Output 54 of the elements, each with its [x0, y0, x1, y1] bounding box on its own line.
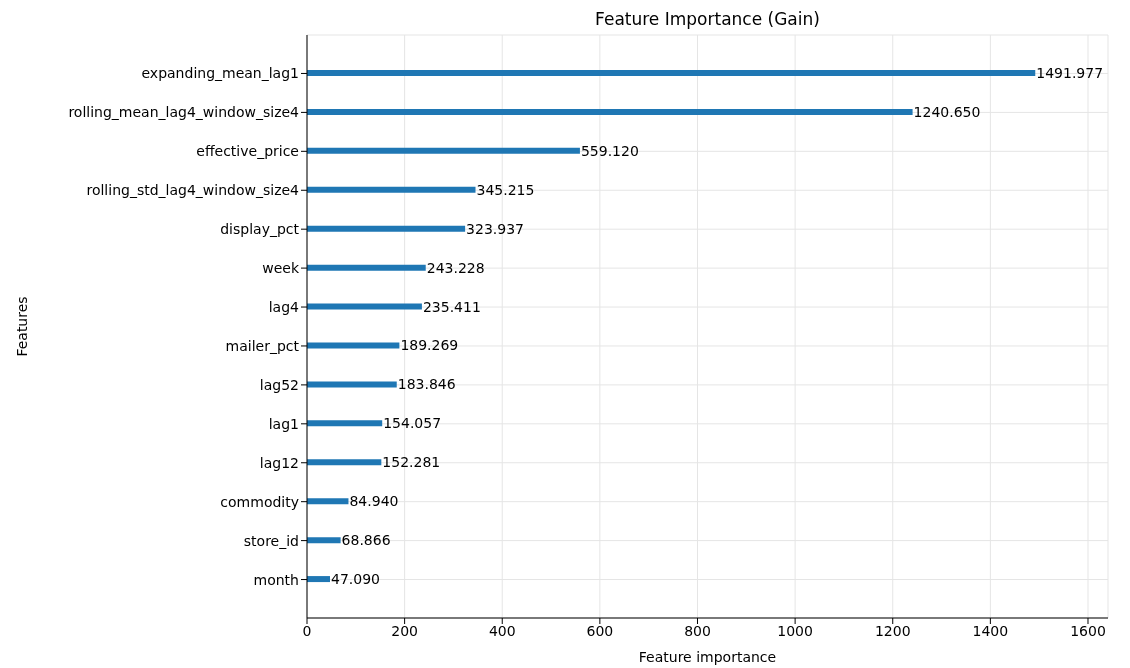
y-tick-label: mailer_pct [225, 337, 300, 354]
y-tick-label: rolling_mean_lag4_window_size4 [68, 104, 300, 121]
x-tick-label: 600 [586, 622, 614, 639]
y-tick-label: lag1 [268, 415, 299, 432]
y-tick-label: lag4 [268, 299, 300, 316]
x-tick-label: 1600 [1070, 622, 1106, 639]
bar [307, 576, 330, 583]
data-label: 84.940 [349, 493, 399, 510]
data-label: 152.281 [382, 454, 441, 471]
data-label: 68.866 [341, 532, 391, 549]
x-tick-label: 400 [488, 622, 516, 639]
x-tick-label: 200 [391, 622, 418, 639]
bar [307, 186, 476, 193]
data-label: 154.057 [383, 415, 442, 432]
y-tick-label: store_id [243, 532, 299, 549]
x-tick-label: 0 [302, 622, 312, 639]
data-label: 345.215 [476, 181, 535, 198]
bar [307, 459, 382, 466]
y-tick-label: expanding_mean_lag1 [141, 65, 299, 82]
data-label: 183.846 [397, 376, 456, 393]
y-tick-label: commodity [220, 493, 299, 510]
chart-title: Feature Importance (Gain) [594, 8, 821, 31]
y-tick-label: lag52 [259, 376, 299, 393]
bar [307, 108, 913, 115]
y-tick-label: display_pct [220, 221, 300, 238]
x-tick-label: 1200 [874, 622, 911, 639]
bar [307, 498, 349, 505]
y-tick-label: effective_price [196, 143, 299, 160]
y-axis-title: Features [13, 296, 30, 357]
x-tick-label: 800 [684, 622, 711, 639]
x-axis-title: Feature importance [638, 649, 777, 665]
y-tick-label: week [262, 260, 300, 277]
bar [307, 225, 466, 232]
bar [307, 537, 341, 544]
data-label: 1240.650 [913, 103, 981, 120]
x-tick-label: 1000 [777, 622, 813, 639]
data-label: 559.120 [580, 142, 639, 159]
bar [307, 420, 383, 427]
x-tick-label: 1400 [972, 622, 1009, 639]
data-label: 47.090 [330, 571, 380, 588]
data-label: 323.937 [466, 220, 525, 237]
data-label: 189.269 [400, 337, 459, 354]
data-label: 1491.977 [1036, 64, 1104, 81]
y-tick-label: rolling_std_lag4_window_size4 [86, 182, 300, 199]
bar [307, 342, 400, 349]
data-label: 235.411 [422, 298, 481, 315]
y-tick-label: month [253, 571, 299, 588]
bar [307, 264, 426, 271]
bar [307, 70, 1036, 76]
bar [307, 381, 397, 388]
data-label: 243.228 [426, 259, 485, 276]
bar [307, 147, 580, 154]
y-tick-label: lag12 [259, 454, 299, 471]
bar [307, 303, 422, 310]
